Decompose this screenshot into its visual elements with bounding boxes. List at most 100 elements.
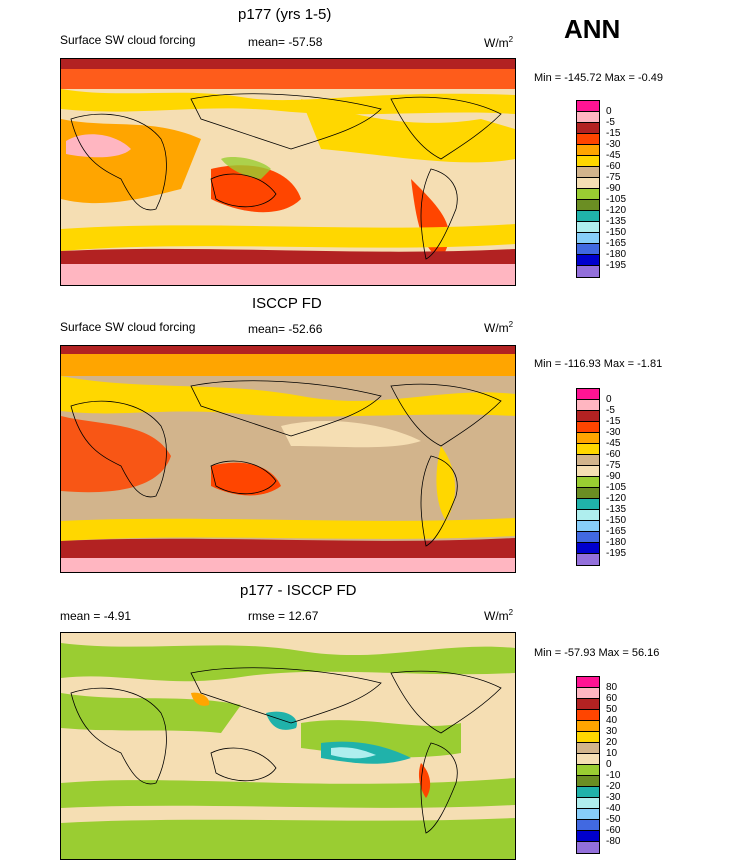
panel3-title: p177 - ISCCP FD [240, 582, 357, 599]
panel3-rmse-label: rmse = 12.67 [248, 609, 319, 623]
colorbar-swatch [577, 233, 599, 244]
colorbar-swatch [577, 532, 599, 543]
colorbar-level-label: -195 [606, 260, 627, 271]
panel3-minmax: Min = -57.93 Max = 56.16 [534, 647, 660, 659]
colorbar-swatch [577, 776, 599, 787]
colorbar-swatch [577, 444, 599, 455]
colorbar-swatch [577, 510, 599, 521]
panel1-colorbar [576, 100, 600, 278]
colorbar-level-label: -10 [606, 770, 621, 781]
colorbar-level-label: 0 [606, 759, 612, 770]
colorbar-swatch [577, 721, 599, 732]
colorbar-swatch [577, 831, 599, 842]
colorbar-swatch [577, 477, 599, 488]
colorbar-swatch [577, 499, 599, 510]
panel3-mean-label: mean = -4.91 [60, 609, 132, 623]
colorbar-swatch [577, 167, 599, 178]
colorbar-level-label: 80 [606, 682, 618, 693]
colorbar-swatch [577, 134, 599, 145]
colorbar-level-label: -60 [606, 161, 621, 172]
colorbar-level-label: -150 [606, 515, 627, 526]
panel2-map [60, 345, 516, 573]
colorbar-level-label: -80 [606, 836, 621, 847]
panel1-minmax: Min = -145.72 Max = -0.49 [534, 72, 664, 84]
colorbar-swatch [577, 244, 599, 255]
colorbar-swatch [577, 743, 599, 754]
colorbar-level-label: -20 [606, 781, 621, 792]
colorbar-level-label: -5 [606, 405, 615, 416]
panel2-left-label: Surface SW cloud forcing [60, 320, 196, 334]
colorbar-swatch [577, 798, 599, 809]
panel1-left-label: Surface SW cloud forcing [60, 33, 196, 47]
colorbar-level-label: -75 [606, 460, 621, 471]
panel2-mean-label: mean= -52.66 [248, 322, 323, 336]
panel1-map [60, 58, 516, 286]
panel2-units: W/m2 [484, 320, 514, 335]
colorbar-level-label: -135 [606, 504, 627, 515]
colorbar-level-label: 0 [606, 106, 612, 117]
colorbar-level-label: -120 [606, 493, 627, 504]
colorbar-level-label: -180 [606, 249, 627, 260]
colorbar-level-label: -60 [606, 449, 621, 460]
colorbar-level-label: -30 [606, 427, 621, 438]
colorbar-level-label: -30 [606, 792, 621, 803]
colorbar-level-label: -165 [606, 526, 627, 537]
colorbar-swatch [577, 765, 599, 776]
colorbar-level-label: -50 [606, 814, 621, 825]
colorbar-swatch [577, 710, 599, 721]
colorbar-level-label: 50 [606, 704, 618, 715]
colorbar-level-label: -15 [606, 416, 621, 427]
colorbar-level-label: 30 [606, 726, 618, 737]
colorbar-swatch [577, 422, 599, 433]
colorbar-swatch [577, 389, 599, 400]
colorbar-swatch [577, 688, 599, 699]
colorbar-swatch [577, 554, 599, 565]
colorbar-level-label: 0 [606, 394, 612, 405]
colorbar-swatch [577, 266, 599, 277]
panel3-units: W/m2 [484, 608, 514, 623]
colorbar-level-label: -5 [606, 117, 615, 128]
colorbar-level-label: -75 [606, 172, 621, 183]
colorbar-level-label: -90 [606, 471, 621, 482]
colorbar-swatch [577, 411, 599, 422]
colorbar-level-label: 60 [606, 693, 618, 704]
colorbar-level-label: -165 [606, 238, 627, 249]
colorbar-swatch [577, 200, 599, 211]
colorbar-swatch [577, 787, 599, 798]
colorbar-level-label: -135 [606, 216, 627, 227]
panel1-title: p177 (yrs 1-5) [238, 6, 332, 23]
colorbar-level-label: 20 [606, 737, 618, 748]
colorbar-swatch [577, 222, 599, 233]
colorbar-swatch [577, 189, 599, 200]
colorbar-swatch [577, 677, 599, 688]
colorbar-swatch [577, 754, 599, 765]
colorbar-swatch [577, 156, 599, 167]
colorbar-level-label: -40 [606, 803, 621, 814]
colorbar-level-label: -150 [606, 227, 627, 238]
colorbar-level-label: -90 [606, 183, 621, 194]
colorbar-swatch [577, 433, 599, 444]
colorbar-level-label: -30 [606, 139, 621, 150]
panel2-minmax: Min = -116.93 Max = -1.81 [534, 358, 663, 370]
panel2-colorbar [576, 388, 600, 566]
colorbar-swatch [577, 211, 599, 222]
panel1-mean-label: mean= -57.58 [248, 35, 323, 49]
colorbar-swatch [577, 400, 599, 411]
panel3-map [60, 632, 516, 860]
colorbar-level-label: -60 [606, 825, 621, 836]
colorbar-swatch [577, 101, 599, 112]
panel2-title: ISCCP FD [252, 295, 322, 312]
colorbar-level-label: -105 [606, 194, 627, 205]
colorbar-level-label: -45 [606, 150, 621, 161]
colorbar-swatch [577, 699, 599, 710]
colorbar-swatch [577, 732, 599, 743]
colorbar-swatch [577, 112, 599, 123]
colorbar-swatch [577, 820, 599, 831]
colorbar-swatch [577, 455, 599, 466]
panel1-units: W/m2 [484, 35, 514, 50]
season-label: ANN [564, 14, 621, 44]
colorbar-level-label: -15 [606, 128, 621, 139]
colorbar-swatch [577, 488, 599, 499]
colorbar-level-label: -45 [606, 438, 621, 449]
colorbar-swatch [577, 521, 599, 532]
